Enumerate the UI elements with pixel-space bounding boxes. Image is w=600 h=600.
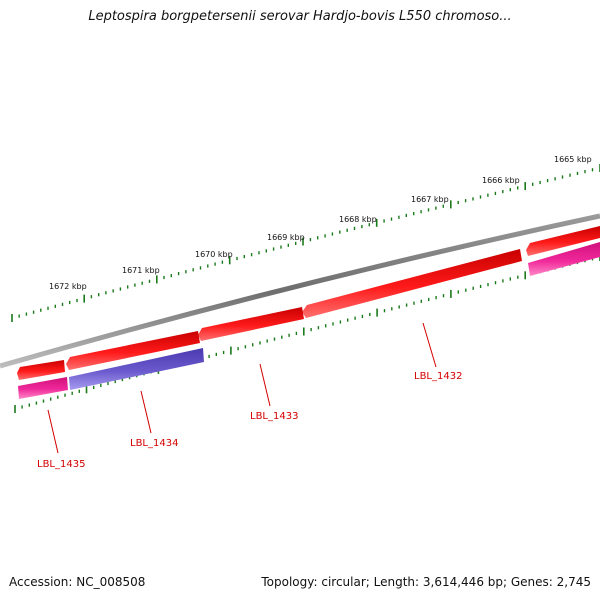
scale-label-1665-kbp: 1665 kbp — [554, 155, 592, 164]
gene-arrow-reverse-right[interactable] — [528, 242, 600, 276]
gene-label-lbl-1433[interactable]: LBL_1433 — [250, 411, 298, 422]
gene-label-lbl-1435[interactable]: LBL_1435 — [37, 459, 85, 470]
scale-label-1671-kbp: 1671 kbp — [122, 266, 160, 275]
outer-scale-ticks — [11, 164, 600, 322]
leader-line-lbl-1432 — [422, 322, 437, 368]
scale-label-1670-kbp: 1670 kbp — [195, 250, 233, 259]
gene-label-lbl-1434[interactable]: LBL_1434 — [130, 438, 178, 449]
gene-arrow-lbl-1432b[interactable] — [302, 249, 522, 318]
scale-label-1668-kbp: 1668 kbp — [339, 215, 377, 224]
scale-label-1666-kbp: 1666 kbp — [482, 176, 520, 185]
topology-text: Topology: circular; Length: 3,614,446 bp… — [261, 575, 591, 589]
leader-line-lbl-1434 — [140, 390, 152, 434]
genome-backbone — [0, 213, 600, 369]
scale-label-1672-kbp: 1672 kbp — [49, 282, 87, 291]
leader-line-lbl-1433 — [259, 363, 271, 407]
gene-arrow-forward-edge[interactable] — [17, 360, 65, 380]
scale-label-1667-kbp: 1667 kbp — [411, 195, 449, 204]
leader-line-lbl-1435 — [47, 409, 59, 454]
inner-scale-ticks — [14, 253, 600, 413]
gene-arrow-forward-left[interactable] — [66, 331, 200, 370]
gene-arrow-lbl-1435[interactable] — [18, 377, 68, 399]
gene-label-lbl-1432[interactable]: LBL_1432 — [414, 371, 462, 382]
map-title: Leptospira borgpetersenii serovar Hardjo… — [88, 9, 512, 24]
gene-arrow-lbl-1432[interactable] — [526, 226, 600, 256]
gene-arrow-lbl-1433[interactable] — [198, 307, 304, 341]
accession-text: Accession: NC_008508 — [9, 575, 146, 589]
scale-label-1669-kbp: 1669 kbp — [267, 233, 305, 242]
gene-arrow-lbl-1434[interactable] — [69, 348, 204, 390]
